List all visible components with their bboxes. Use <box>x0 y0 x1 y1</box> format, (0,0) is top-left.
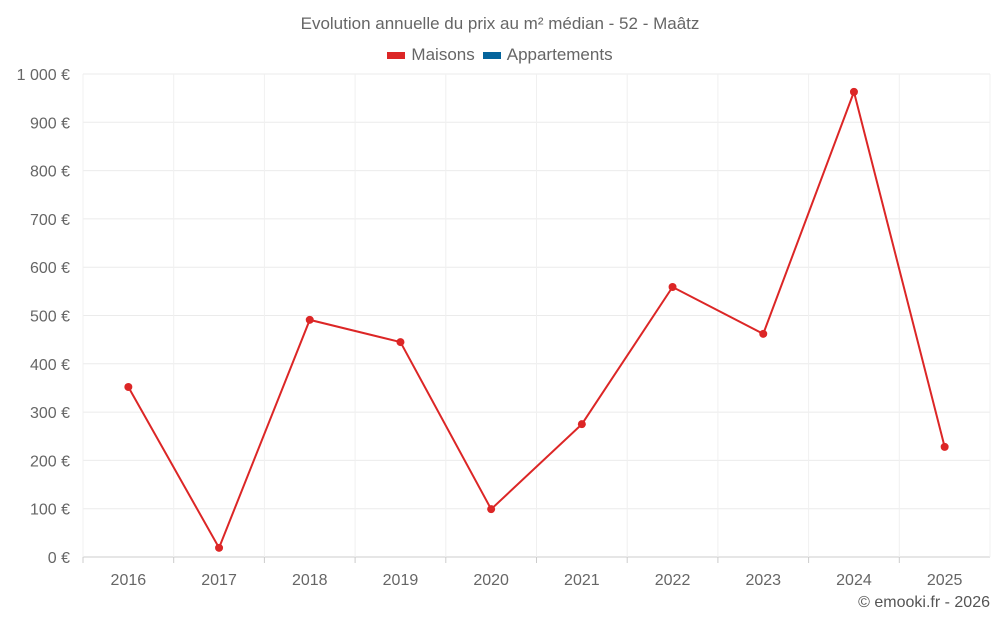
x-tick-label: 2017 <box>201 572 237 589</box>
data-point <box>396 338 405 347</box>
y-tick-label: 700 € <box>30 212 70 229</box>
data-point <box>940 442 949 451</box>
data-point <box>577 420 586 429</box>
y-tick-label: 1 000 € <box>17 67 70 84</box>
x-tick-label: 2025 <box>927 572 963 589</box>
x-tick-label: 2018 <box>292 572 328 589</box>
legend-item-maisons[interactable]: Maisons <box>387 45 475 65</box>
x-tick-label: 2022 <box>655 572 691 589</box>
y-tick-label: 500 € <box>30 309 70 326</box>
x-tick-label: 2020 <box>473 572 509 589</box>
legend: Maisons Appartements <box>0 45 1000 65</box>
legend-swatch <box>387 51 406 59</box>
x-tick-label: 2016 <box>111 572 147 589</box>
y-tick-label: 0 € <box>48 550 70 567</box>
y-tick-label: 100 € <box>30 502 70 519</box>
series-line-maisons <box>127 88 946 551</box>
x-tick-label: 2019 <box>383 572 419 589</box>
y-tick-label: 400 € <box>30 357 70 374</box>
x-tick-label: 2024 <box>836 572 872 589</box>
data-point <box>487 505 496 514</box>
data-point <box>215 543 224 552</box>
credit: © emooki.fr - 2026 <box>858 594 990 611</box>
legend-item-appartements[interactable]: Appartements <box>482 45 613 65</box>
data-point <box>668 283 677 292</box>
y-tick-label: 300 € <box>30 405 70 422</box>
legend-label: Maisons <box>411 45 475 64</box>
legend-label: Appartements <box>506 45 613 64</box>
y-tick-label: 900 € <box>30 115 70 132</box>
y-tick-label: 600 € <box>30 260 70 277</box>
y-tick-label: 200 € <box>30 453 70 470</box>
data-point <box>759 329 768 338</box>
x-tick-label: 2023 <box>745 572 781 589</box>
legend-swatch <box>482 51 501 59</box>
data-point <box>124 382 133 391</box>
y-tick-label: 800 € <box>30 164 70 181</box>
data-point <box>849 87 858 96</box>
chart-title: Evolution annuelle du prix au m² médian … <box>300 14 700 33</box>
x-tick-label: 2021 <box>564 572 600 589</box>
data-point <box>305 315 314 324</box>
